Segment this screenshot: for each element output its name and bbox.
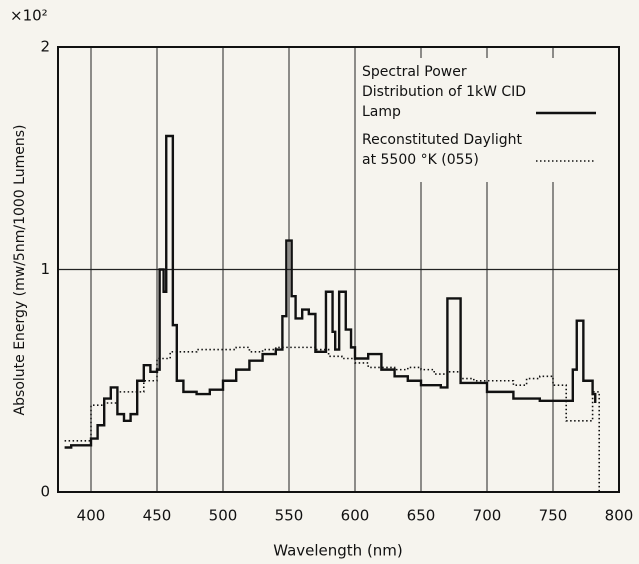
legend-label: Reconstituted Daylight at 5500 °K (055) [362,132,522,168]
x-tick-label: 800 [605,507,634,525]
legend-entry: Spectral Power Distribution of 1kW CID L… [362,62,612,122]
y-tick-label: 0 [40,483,50,501]
legend-swatch [536,111,596,115]
y-tick-label: 2 [40,38,50,56]
legend: Spectral Power Distribution of 1kW CID L… [356,58,618,182]
x-tick-label: 450 [143,507,172,525]
x-tick-label: 750 [539,507,568,525]
x-axis-label: Wavelength (nm) [273,542,403,560]
x-tick-label: 500 [209,507,238,525]
multiplier: ×10² [10,7,48,25]
x-tick-label: 650 [407,507,436,525]
x-tick-label: 400 [77,507,106,525]
plot-frame [57,46,620,493]
legend-label: Spectral Power Distribution of 1kW CID L… [362,64,527,120]
x-tick-label: 700 [473,507,502,525]
y-axis-label: Absolute Energy (mw/5nm/1000 Lumens) [12,125,28,416]
x-tick-label: 550 [275,507,304,525]
legend-entry: Reconstituted Daylight at 5500 °K (055) [362,130,612,170]
y-tick-label: 1 [40,260,50,278]
series-line [64,134,597,449]
x-tick-label: 600 [341,507,370,525]
legend-swatch [536,160,596,162]
series-line [64,346,600,492]
